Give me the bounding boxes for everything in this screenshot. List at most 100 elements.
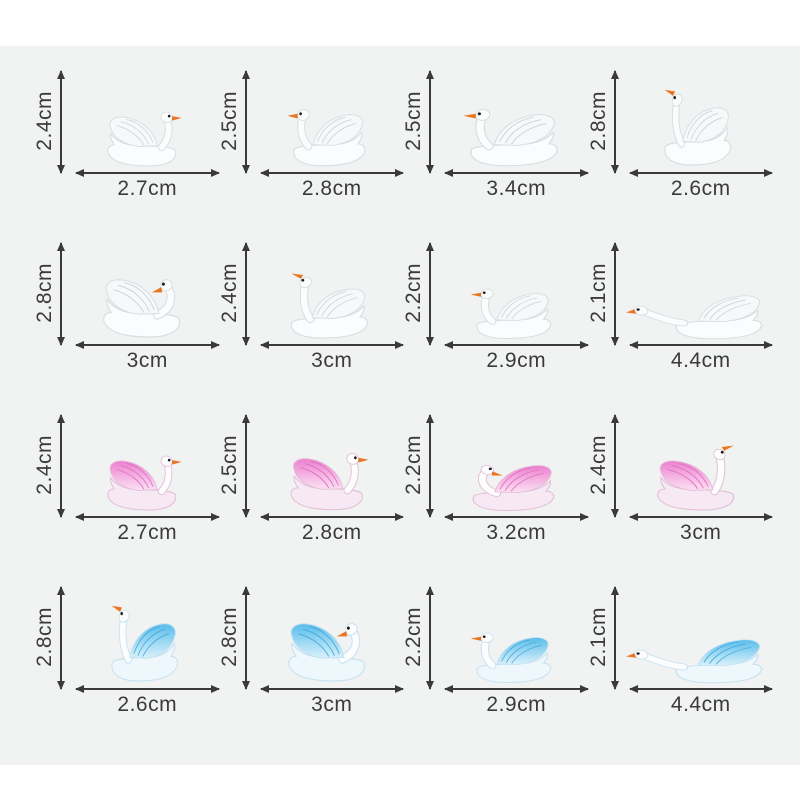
width-dimension: 4.4cm: [628, 341, 773, 372]
horizontal-dimension-arrow: [444, 341, 588, 349]
height-dimension-label: 2.8cm: [33, 263, 56, 323]
swan-measure-area: 2.1cm: [586, 584, 773, 690]
width-dimension-label: 2.8cm: [301, 521, 362, 544]
height-dimension: 2.2cm: [402, 240, 437, 346]
width-dimension-label: 2.6cm: [117, 693, 178, 716]
horizontal-dimension-arrow: [259, 341, 404, 349]
swan-figurine-image: [253, 240, 404, 346]
height-dimension: 2.8cm: [586, 68, 622, 174]
width-dimension: 3cm: [259, 341, 404, 372]
vertical-dimension-arrow: [57, 414, 65, 518]
swan-figurine-image: [68, 68, 219, 174]
swan-figurine-image: [437, 412, 588, 518]
swan-measure-area: 2.2cm: [402, 412, 588, 518]
vertical-dimension-arrow: [610, 70, 619, 174]
swan-measure-area: 2.8cm: [33, 240, 219, 346]
vertical-dimension-arrow: [241, 586, 250, 690]
swan-figurine-image: [622, 68, 773, 174]
swan-figurine-image: [437, 584, 588, 690]
height-dimension-label: 2.8cm: [217, 607, 241, 667]
swan-measure-area: 2.1cm: [587, 240, 773, 346]
width-dimension-label: 2.7cm: [117, 521, 178, 544]
swan-measure-area: 2.2cm: [402, 584, 588, 690]
width-dimension: 2.9cm: [444, 685, 588, 716]
width-dimension-label: 2.6cm: [670, 177, 731, 200]
width-dimension: 2.7cm: [75, 513, 219, 544]
swan-cell: 2.4cm 2.7cm: [33, 68, 219, 220]
vertical-dimension-arrow: [610, 414, 619, 518]
width-dimension: 2.8cm: [259, 169, 404, 200]
vertical-dimension-arrow: [241, 242, 250, 346]
swan-measure-area: 2.4cm: [218, 240, 404, 346]
height-dimension-label: 2.5cm: [217, 91, 241, 151]
height-dimension-label: 2.2cm: [402, 607, 425, 667]
horizontal-dimension-arrow: [75, 341, 219, 349]
swan-figurine-image: [68, 412, 219, 518]
width-dimension-label: 2.9cm: [486, 349, 547, 372]
height-dimension: 2.5cm: [402, 68, 437, 174]
width-dimension: 3cm: [75, 341, 219, 372]
vertical-dimension-arrow: [241, 70, 250, 174]
horizontal-dimension-arrow: [628, 341, 773, 349]
swan-measure-area: 2.8cm: [217, 584, 404, 690]
horizontal-dimension-arrow: [259, 169, 404, 177]
vertical-dimension-arrow: [610, 586, 619, 690]
swan-row-4: 2.8cm 2.6cm 2.8cm 3cm 2.2cm: [33, 584, 773, 756]
swan-cell: 2.1cm 4.4cm: [586, 584, 773, 736]
swan-measure-area: 2.5cm: [217, 68, 404, 174]
horizontal-dimension-arrow: [75, 169, 219, 177]
height-dimension-label: 2.5cm: [402, 91, 425, 151]
width-dimension-label: 3.2cm: [486, 521, 547, 544]
swan-row-1: 2.4cm 2.7cm 2.5cm 2.8cm 2.5cm: [33, 68, 773, 240]
swan-figurine-image: [437, 68, 588, 174]
width-dimension: 3.4cm: [444, 169, 588, 200]
swan-cell: 2.5cm 3.4cm: [402, 68, 588, 220]
vertical-dimension-arrow: [57, 242, 65, 346]
width-dimension-label: 3cm: [311, 349, 353, 372]
swan-figurine-image: [622, 240, 773, 346]
swan-cell: 2.8cm 2.6cm: [586, 68, 773, 220]
height-dimension-label: 2.8cm: [586, 91, 610, 151]
horizontal-dimension-arrow: [259, 685, 404, 693]
width-dimension-label: 3cm: [126, 349, 168, 372]
height-dimension-label: 2.2cm: [402, 435, 425, 495]
swan-figurine-image: [253, 412, 404, 518]
swan-cell: 2.4cm 3cm: [586, 412, 773, 564]
vertical-dimension-arrow: [57, 586, 65, 690]
height-dimension: 2.8cm: [217, 584, 253, 690]
height-dimension-label: 2.4cm: [33, 435, 56, 495]
width-dimension: 3cm: [628, 513, 773, 544]
swan-cell: 2.4cm 2.7cm: [33, 412, 219, 564]
height-dimension: 2.5cm: [217, 68, 253, 174]
swan-cell: 2.8cm 3cm: [33, 240, 219, 392]
vertical-dimension-arrow: [426, 414, 434, 518]
width-dimension: 2.8cm: [259, 513, 404, 544]
width-dimension-label: 2.9cm: [486, 693, 547, 716]
height-dimension: 2.5cm: [218, 412, 253, 518]
swan-figurine-image: [253, 68, 404, 174]
swan-cell: 2.2cm 3.2cm: [402, 412, 588, 564]
height-dimension-label: 2.1cm: [586, 607, 610, 667]
height-dimension: 2.1cm: [587, 240, 622, 346]
swan-cell: 2.2cm 2.9cm: [402, 584, 588, 736]
height-dimension: 2.2cm: [402, 412, 437, 518]
width-dimension-label: 4.4cm: [670, 693, 731, 716]
vertical-dimension-arrow: [57, 70, 65, 174]
swan-figurine-image: [68, 584, 219, 690]
horizontal-dimension-arrow: [75, 513, 219, 521]
swan-measure-area: 2.5cm: [402, 68, 588, 174]
swan-measure-area: 2.4cm: [586, 412, 773, 518]
swan-row-3: 2.4cm 2.7cm 2.5cm 2.8cm 2.2cm: [33, 412, 773, 584]
height-dimension-label: 2.4cm: [586, 435, 610, 495]
width-dimension: 2.6cm: [628, 169, 773, 200]
vertical-dimension-arrow: [426, 70, 434, 174]
width-dimension: 2.9cm: [444, 341, 588, 372]
swan-cell: 2.4cm 3cm: [218, 240, 404, 392]
height-dimension: 2.4cm: [33, 412, 68, 518]
swan-measure-area: 2.4cm: [33, 412, 219, 518]
width-dimension-label: 4.4cm: [670, 349, 731, 372]
width-dimension: 2.6cm: [75, 685, 219, 716]
width-dimension: 3cm: [259, 685, 404, 716]
vertical-dimension-arrow: [426, 586, 434, 690]
height-dimension: 2.2cm: [402, 584, 437, 690]
